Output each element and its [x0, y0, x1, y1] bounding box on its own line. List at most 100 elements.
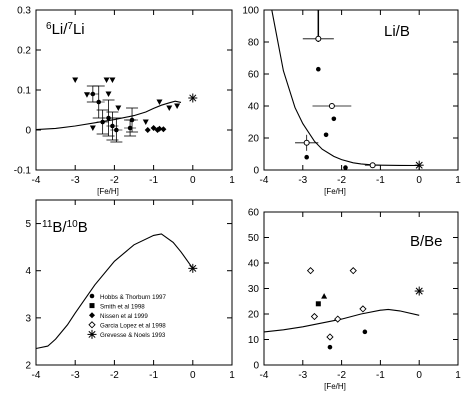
- data-point: [166, 105, 173, 111]
- x-tick-label: -2: [337, 175, 346, 186]
- y-tick-label: 60: [248, 208, 260, 219]
- panel-b11b10: -4 -3 -2 -1 0 1 2 3 4 5 11B/10B Hobbs & Thorburn 19…: [25, 199, 235, 381]
- y-tick-label: 30: [248, 284, 260, 295]
- data-point: [142, 119, 149, 125]
- data-point: [310, 312, 319, 321]
- y-tick-label: 0: [25, 126, 31, 137]
- y-tick-label: 3: [25, 313, 31, 324]
- data-point: [96, 99, 102, 105]
- data-point: [110, 123, 115, 129]
- y-tick-label: 40: [248, 259, 260, 270]
- x-tick-label: -3: [71, 370, 80, 381]
- data-point: [328, 103, 335, 109]
- label-superscript: 6: [46, 21, 52, 32]
- data-point: [89, 125, 96, 131]
- data-point: [327, 344, 333, 350]
- x-axis-label: [Fe/H]: [324, 382, 346, 391]
- y-tick-label: 0: [253, 166, 259, 177]
- x-tick-label: -3: [298, 370, 307, 381]
- y-tick-label: 50: [248, 233, 260, 244]
- x-tick-label: -1: [376, 370, 385, 381]
- x-tick-label: 1: [455, 370, 461, 381]
- data-point: [174, 103, 181, 109]
- asterisk-stroke: [415, 287, 423, 295]
- data-point: [306, 267, 315, 275]
- label-superscript: 11: [42, 219, 53, 230]
- y-tick-label: 20: [248, 134, 260, 145]
- data-point: [114, 127, 119, 133]
- data-point: [115, 105, 122, 111]
- series-3: [327, 329, 368, 350]
- data-point: [188, 93, 198, 103]
- series-1: [86, 85, 139, 143]
- model-curve: [264, 308, 420, 333]
- x-tick-label: -1: [149, 370, 158, 381]
- data-point: [109, 77, 116, 83]
- asterisk-stroke: [88, 330, 96, 338]
- data-point: [323, 132, 329, 138]
- data-point: [89, 312, 95, 319]
- series-2: [144, 125, 167, 133]
- data-point: [188, 263, 198, 273]
- panel-label: 11B/10B: [42, 219, 88, 237]
- data-point: [103, 77, 110, 83]
- model-curve: [36, 100, 182, 131]
- series-1: [304, 66, 348, 170]
- x-tick-label: -4: [32, 370, 41, 381]
- x-tick-label: -2: [337, 370, 346, 381]
- y-tick-label: 10: [248, 335, 260, 346]
- data-point: [362, 329, 368, 335]
- x-tick-label: 1: [229, 175, 235, 186]
- data-point: [83, 92, 90, 98]
- data-point: [88, 321, 96, 329]
- x-tick-label: 0: [416, 370, 422, 381]
- series-2: [321, 293, 328, 299]
- legend-label: Nissen et al 1999: [100, 313, 148, 320]
- asterisk-stroke: [189, 264, 197, 272]
- model-curve: [36, 233, 194, 350]
- data-point: [414, 160, 424, 170]
- panel-label: B/Be: [410, 233, 443, 250]
- data-point: [89, 293, 95, 299]
- panel-li6li7: -4 -3 -2 -1 0 1 -0.1 0 0.1 0.2 0.3 [Fe/H] 6Li/7Li: [14, 6, 235, 197]
- x-tick-label: -1: [149, 175, 158, 186]
- x-tick-label: -2: [110, 370, 119, 381]
- x-tick-label: -4: [260, 370, 269, 381]
- series-2: [414, 160, 424, 170]
- data-point: [343, 165, 348, 170]
- x-tick-label: -3: [71, 175, 80, 186]
- label-superscript: 7: [67, 21, 73, 32]
- legend-label: Grevesse & Noels 1993: [100, 332, 166, 339]
- x-tick-label: -4: [260, 175, 269, 186]
- data-point: [156, 125, 163, 132]
- y-tick-label: 20: [248, 310, 260, 321]
- panel-label: Li/B: [384, 23, 410, 40]
- series-0: [72, 77, 181, 131]
- data-point: [326, 333, 334, 341]
- series-0: [188, 263, 198, 273]
- asterisk-stroke: [189, 94, 197, 102]
- series-0: [306, 267, 367, 341]
- y-tick-label: 0: [253, 361, 259, 372]
- data-point: [105, 91, 112, 97]
- label-text: Li/: [52, 21, 69, 38]
- x-tick-label: 1: [455, 175, 461, 186]
- data-point: [160, 126, 167, 133]
- x-tick-label: -4: [32, 175, 41, 186]
- series-4: [414, 286, 424, 296]
- data-point: [127, 125, 133, 131]
- data-point: [349, 267, 357, 275]
- panel-label: 6Li/7Li: [46, 21, 85, 39]
- y-tick-label: 0.3: [17, 6, 31, 17]
- y-tick-label: 100: [242, 6, 259, 17]
- data-point: [156, 99, 163, 105]
- x-axis-label: [Fe/H]: [324, 187, 346, 196]
- data-point: [100, 119, 105, 125]
- legend-label: Hobbs & Thorburn 1997: [100, 294, 166, 301]
- x-tick-label: -1: [376, 175, 385, 186]
- series-3: [188, 93, 198, 103]
- series-0: [295, 35, 381, 169]
- y-tick-label: 80: [248, 38, 260, 49]
